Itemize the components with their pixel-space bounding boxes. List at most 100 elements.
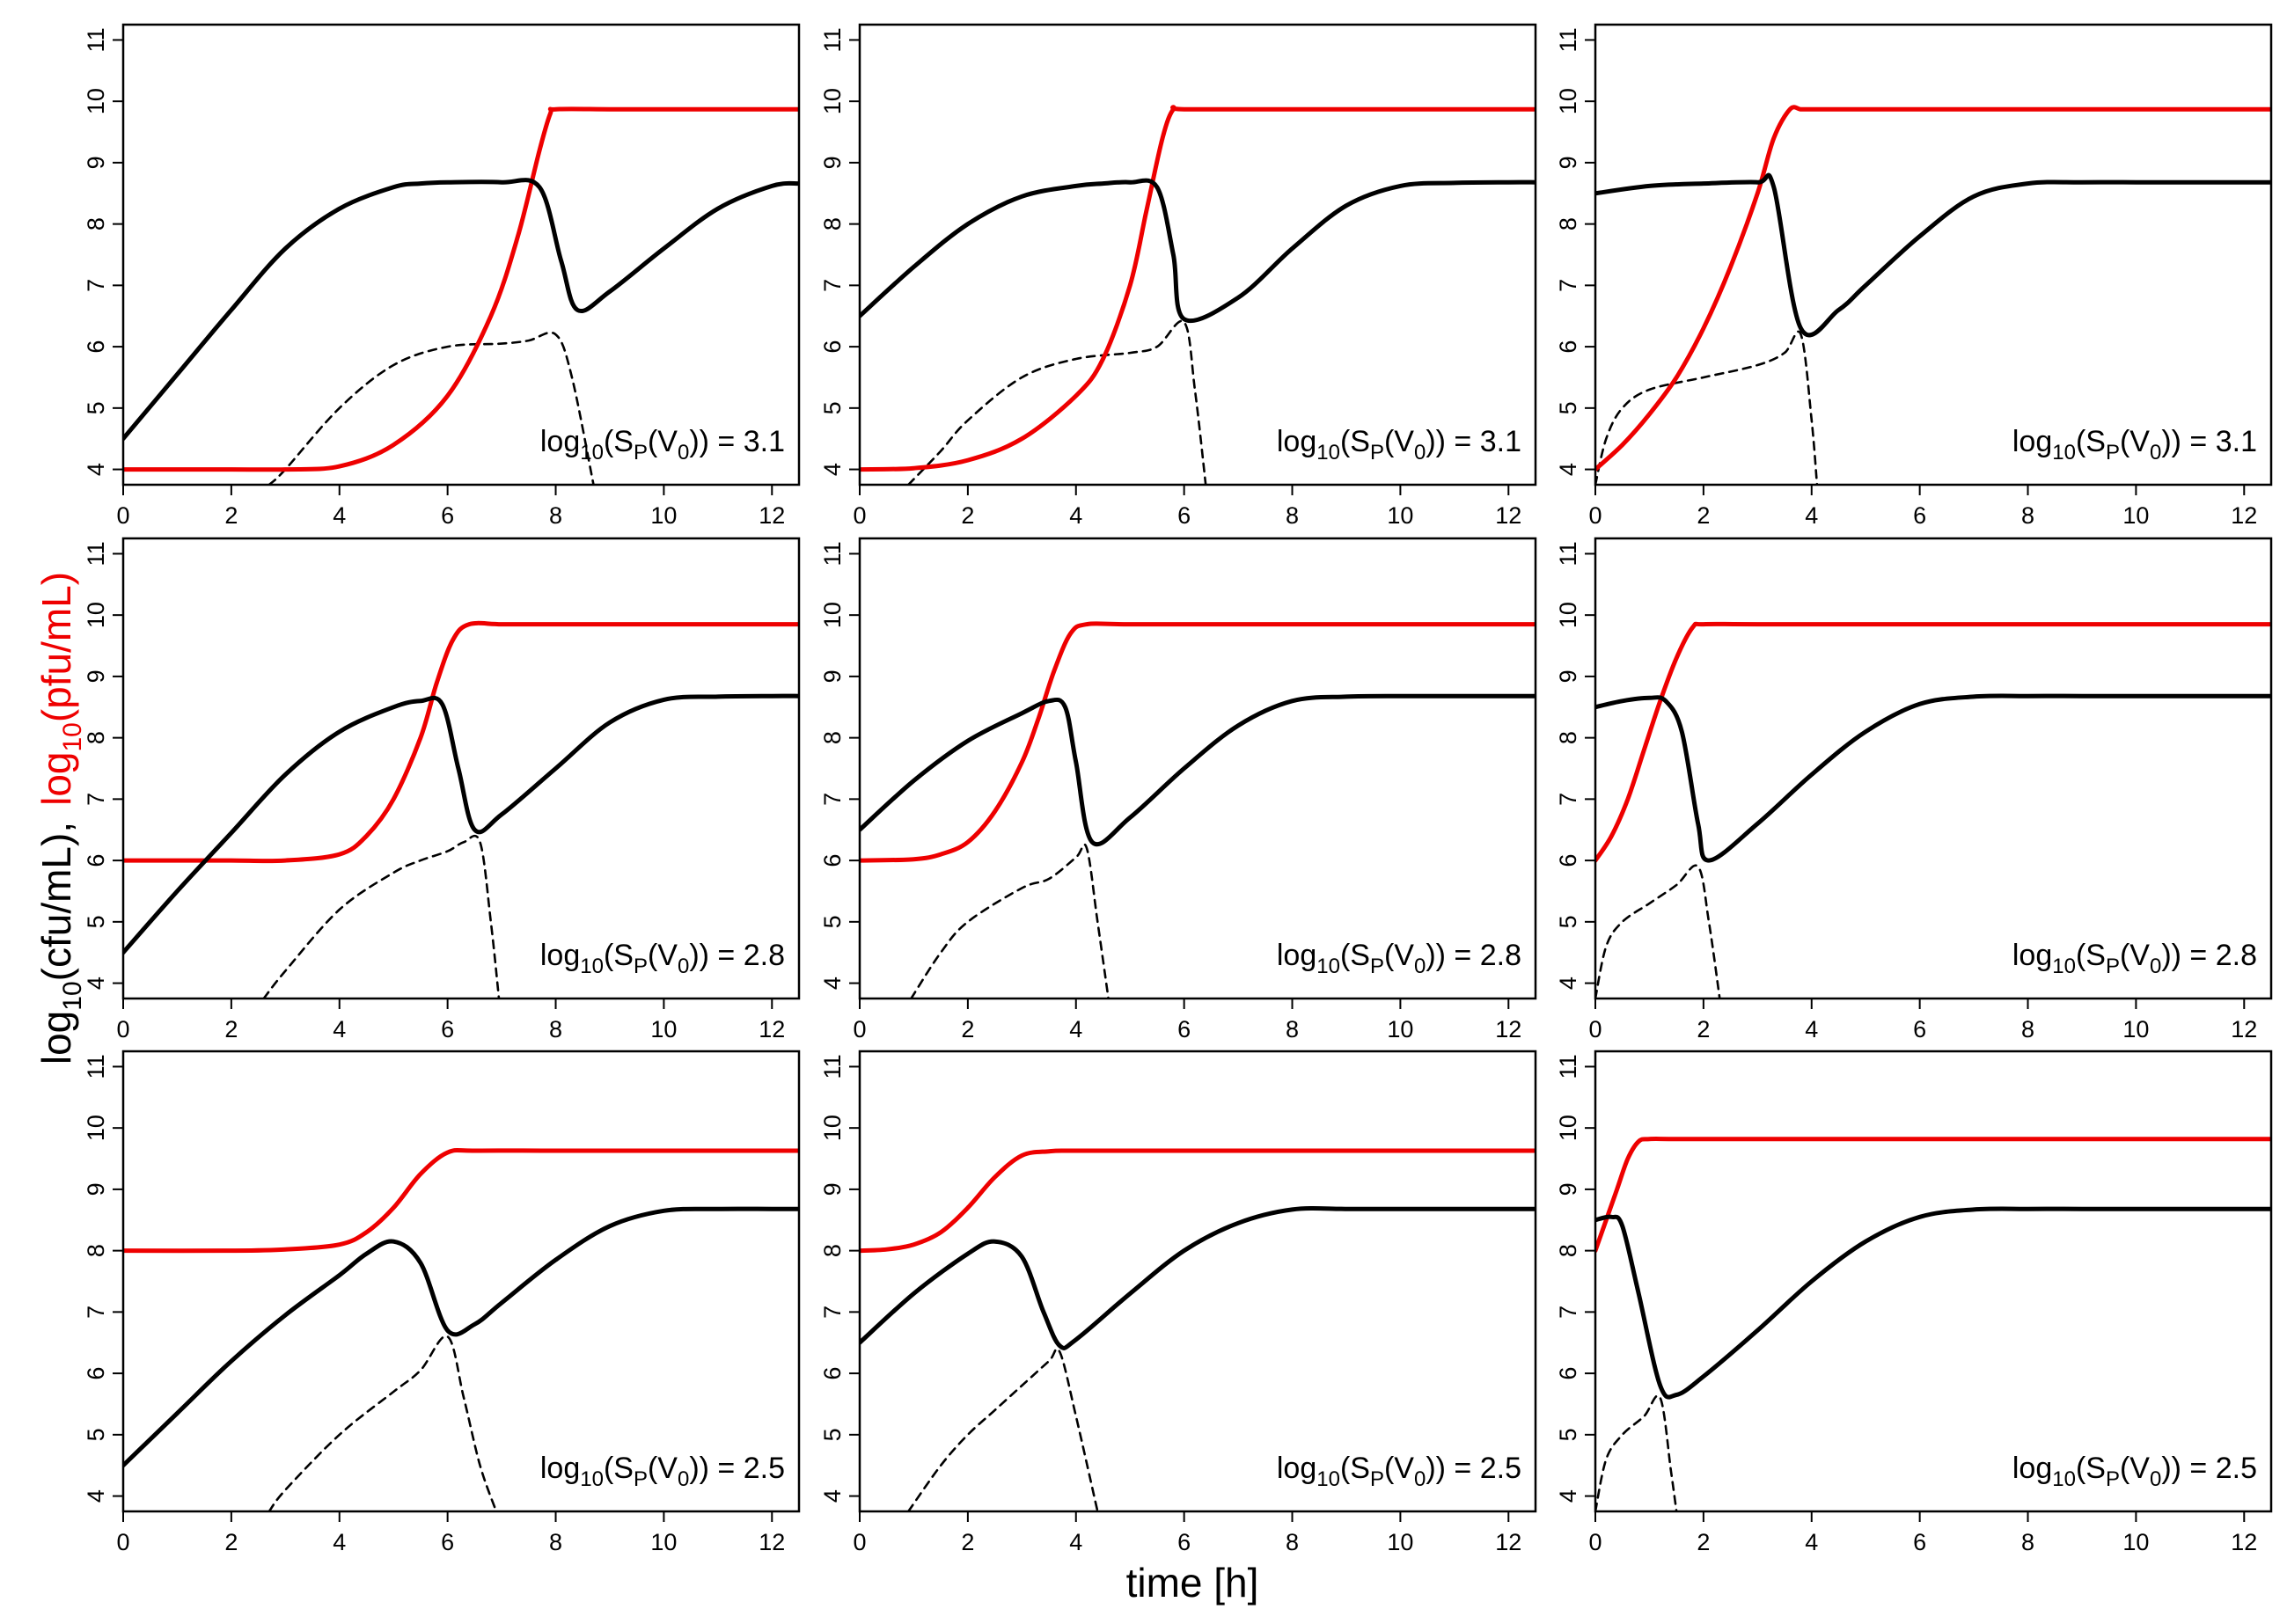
annotation-label: log10(SP(V0)) = 3.1 (1277, 425, 1521, 465)
panel-frame (121, 537, 801, 1000)
y-tick-label: 6 (819, 340, 846, 354)
annotation-part: 10 (1316, 441, 1340, 465)
series-line-bacteria (860, 693, 1536, 846)
annotation-part: (S (604, 425, 634, 458)
annotation-part: )) = 2.8 (2161, 939, 2257, 972)
series-line-infected (1595, 1394, 1678, 1511)
x-tick-label: 6 (1177, 1016, 1191, 1042)
y-tick-label: 9 (83, 1182, 109, 1196)
panel-frame (121, 1050, 801, 1513)
x-tick-label: 10 (1387, 1529, 1413, 1555)
annotation-part: (V (648, 1452, 678, 1485)
x-tick-label: 10 (2122, 1016, 2149, 1042)
x-tick-label: 12 (2231, 1016, 2257, 1042)
annotation-label: log10(SP(V0)) = 3.1 (2012, 425, 2257, 465)
y-tick-label: 8 (819, 731, 846, 744)
y-tick-label: 7 (83, 1306, 109, 1319)
annotation-part: )) = 2.5 (2161, 1452, 2257, 1485)
y-tick-label: 4 (83, 977, 109, 990)
y-tick-label: 11 (1555, 27, 1581, 52)
annotation-part: log (1277, 425, 1316, 458)
x-tick-label: 12 (1495, 1016, 1521, 1042)
annotation-part: )) = 3.1 (2161, 425, 2257, 458)
x-tick-label: 0 (1588, 502, 1602, 529)
y-tick-label: 4 (819, 463, 846, 476)
y-tick-label: 11 (1555, 541, 1581, 566)
y-tick-label: 4 (83, 463, 109, 476)
y-tick-label: 8 (819, 1244, 846, 1257)
y-tick-label: 5 (1555, 401, 1581, 414)
x-tick-label: 2 (961, 502, 974, 529)
annotation-part: log (1277, 939, 1316, 972)
x-tick-label: 12 (2231, 502, 2257, 529)
y-tick-label: 9 (83, 156, 109, 169)
series-line-infected (268, 1335, 498, 1511)
series-line-bacteria (123, 1206, 799, 1468)
y-tick-label: 6 (83, 1367, 109, 1380)
x-tick-label: 6 (1913, 1016, 1926, 1042)
y-label-red-log: log (33, 752, 79, 806)
annotation-label: log10(SP(V0)) = 2.5 (540, 1452, 785, 1491)
annotation-part: P (1370, 1467, 1384, 1491)
annotation-part: 10 (580, 441, 604, 465)
y-tick-label: 10 (83, 88, 109, 114)
series-line-infected (1595, 864, 1721, 999)
y-tick-label: 6 (819, 854, 846, 867)
annotation-part: (S (2076, 425, 2106, 458)
y-tick-label: 7 (819, 1306, 846, 1319)
x-tick-label: 12 (759, 502, 785, 529)
y-tick-label: 10 (819, 88, 846, 114)
series-line-bacteria (1595, 693, 2271, 863)
y-tick-label: 8 (819, 217, 846, 230)
series-line-phage (860, 1148, 1536, 1254)
x-tick-label: 6 (441, 1529, 454, 1555)
y-tick-label: 9 (83, 669, 109, 683)
x-tick-label: 12 (2231, 1529, 2257, 1555)
x-tick-label: 4 (333, 1016, 346, 1042)
plot-area (860, 1148, 1536, 1511)
y-tick-label: 10 (819, 1115, 846, 1141)
annotation-label: log10(SP(V0)) = 2.8 (540, 939, 785, 978)
annotation-part: (S (1340, 425, 1370, 458)
y-tick-label: 11 (83, 27, 109, 52)
annotation-part: )) = 3.1 (689, 425, 785, 458)
annotation-part: (V (2120, 1452, 2150, 1485)
x-tick-label: 0 (853, 1016, 866, 1042)
y-tick-label: 8 (83, 731, 109, 744)
y-tick-label: 8 (1555, 731, 1581, 744)
x-tick-label: 6 (441, 502, 454, 529)
y-label-black-log: log (33, 1011, 79, 1064)
y-tick-label: 9 (1555, 156, 1581, 169)
annotation-part: (V (2120, 939, 2150, 972)
y-tick-label: 4 (819, 977, 846, 990)
annotation-label: log10(SP(V0)) = 2.5 (1277, 1452, 1521, 1491)
x-tick-label: 8 (549, 1016, 562, 1042)
y-tick-label: 11 (819, 1054, 846, 1079)
annotation-part: (V (648, 425, 678, 458)
y-tick-label: 10 (819, 602, 846, 628)
x-tick-label: 2 (224, 502, 238, 529)
plot-area (123, 106, 799, 485)
series-line-bacteria (1595, 1206, 2271, 1400)
plot-area (1595, 105, 2271, 485)
plot-area (1595, 1137, 2271, 1511)
x-tick-label: 0 (1588, 1016, 1602, 1042)
panel-frame (1594, 23, 2273, 486)
y-tick-label: 7 (83, 793, 109, 806)
annotation-part: log (1277, 1452, 1316, 1485)
y-tick-label: 8 (1555, 217, 1581, 230)
y-tick-label: 11 (83, 1054, 109, 1079)
annotation-part: 10 (2052, 441, 2076, 465)
x-tick-label: 4 (333, 502, 346, 529)
x-tick-label: 10 (1387, 1016, 1413, 1042)
series-line-infected (268, 331, 595, 485)
x-tick-label: 0 (116, 1016, 129, 1042)
annotation-part: (S (604, 939, 634, 972)
x-tick-label: 6 (1177, 502, 1191, 529)
y-tick-label: 5 (1555, 915, 1581, 928)
series-line-bacteria (860, 178, 1536, 323)
y-tick-label: 7 (819, 793, 846, 806)
